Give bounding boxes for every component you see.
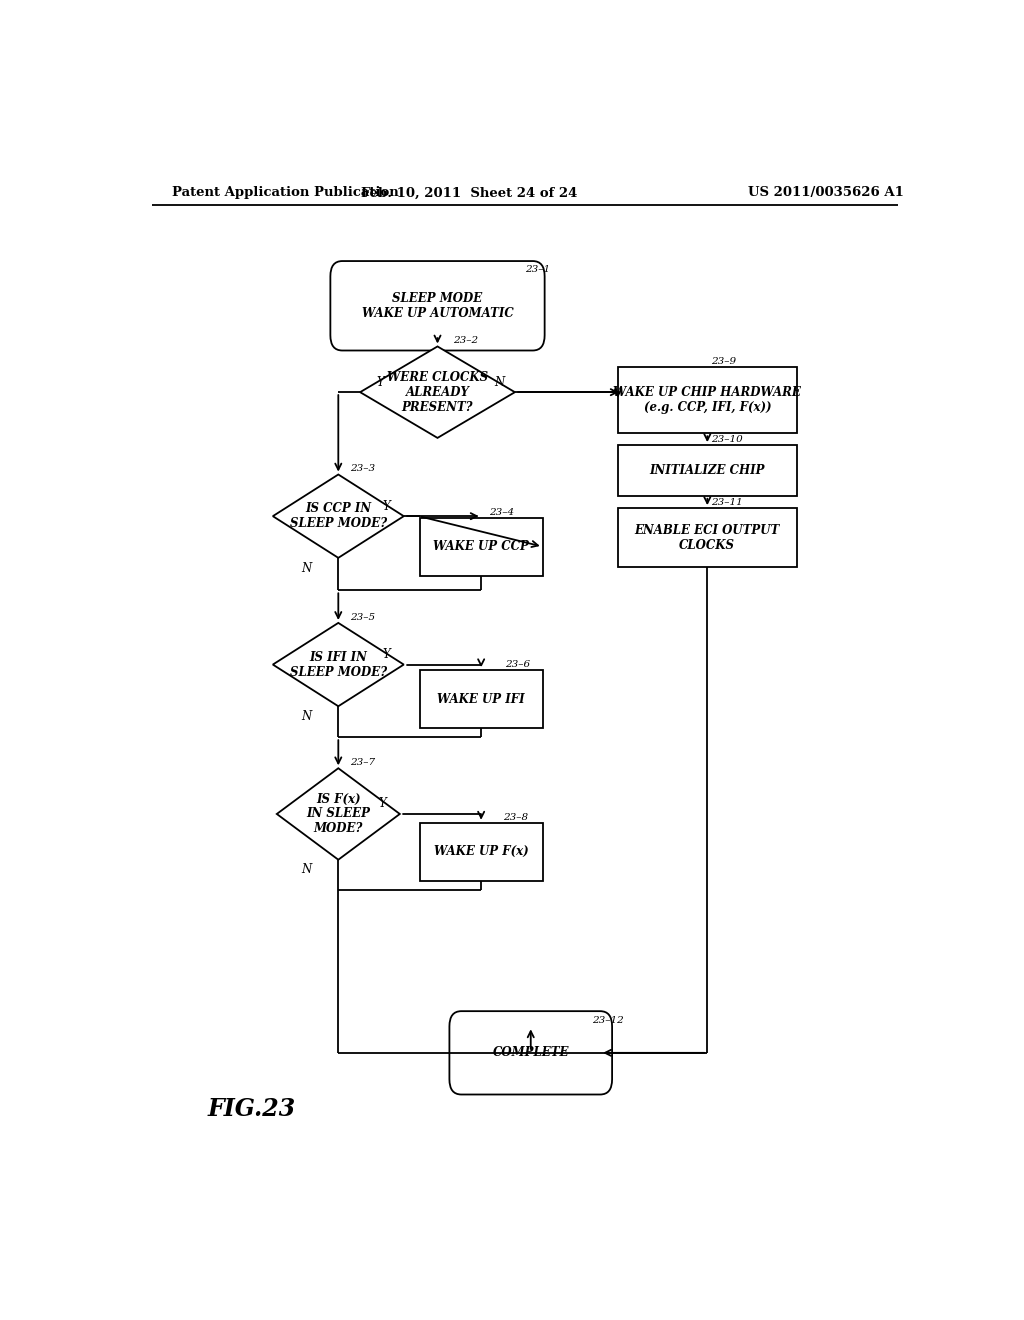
Text: Y: Y bbox=[376, 375, 384, 388]
Text: IS IFI IN
SLEEP MODE?: IS IFI IN SLEEP MODE? bbox=[290, 651, 387, 678]
Text: 23–11: 23–11 bbox=[712, 498, 743, 507]
Text: IS F(x)
IN SLEEP
MODE?: IS F(x) IN SLEEP MODE? bbox=[306, 792, 371, 836]
Bar bbox=[420, 517, 543, 576]
Text: SLEEP MODE
WAKE UP AUTOMATIC: SLEEP MODE WAKE UP AUTOMATIC bbox=[361, 292, 513, 319]
FancyBboxPatch shape bbox=[450, 1011, 612, 1094]
Text: WAKE UP CCP: WAKE UP CCP bbox=[433, 540, 529, 553]
Polygon shape bbox=[272, 623, 403, 706]
Text: WAKE UP IFI: WAKE UP IFI bbox=[437, 693, 525, 706]
Text: ENABLE ECI OUTPUT
CLOCKS: ENABLE ECI OUTPUT CLOCKS bbox=[635, 524, 780, 552]
Text: 23–7: 23–7 bbox=[350, 758, 376, 767]
Text: 23–3: 23–3 bbox=[350, 465, 376, 474]
Text: Feb. 10, 2011  Sheet 24 of 24: Feb. 10, 2011 Sheet 24 of 24 bbox=[361, 186, 578, 199]
Bar bbox=[420, 671, 543, 729]
Text: 23–5: 23–5 bbox=[350, 612, 376, 622]
Polygon shape bbox=[360, 346, 515, 438]
Text: Patent Application Publication: Patent Application Publication bbox=[172, 186, 398, 199]
Text: 23–10: 23–10 bbox=[712, 436, 743, 444]
Bar bbox=[618, 508, 797, 568]
Text: 23–4: 23–4 bbox=[489, 508, 514, 516]
Bar bbox=[420, 822, 543, 880]
Text: IS CCP IN
SLEEP MODE?: IS CCP IN SLEEP MODE? bbox=[290, 502, 387, 531]
Text: Y: Y bbox=[379, 797, 386, 810]
Text: 23–12: 23–12 bbox=[592, 1016, 624, 1026]
FancyBboxPatch shape bbox=[331, 261, 545, 351]
Text: FIG.23: FIG.23 bbox=[207, 1097, 296, 1121]
Text: WAKE UP CHIP HARDWARE
(e.g. CCP, IFI, F(x)): WAKE UP CHIP HARDWARE (e.g. CCP, IFI, F(… bbox=[613, 387, 801, 414]
Text: N: N bbox=[301, 710, 311, 723]
Polygon shape bbox=[276, 768, 399, 859]
Bar bbox=[618, 445, 797, 496]
Text: Y: Y bbox=[382, 499, 390, 512]
Text: 23–1: 23–1 bbox=[524, 265, 550, 275]
Text: COMPLETE: COMPLETE bbox=[493, 1047, 569, 1060]
Text: US 2011/0035626 A1: US 2011/0035626 A1 bbox=[749, 186, 904, 199]
Text: Y: Y bbox=[382, 648, 390, 661]
Text: 23–8: 23–8 bbox=[504, 813, 528, 821]
Text: 23–6: 23–6 bbox=[505, 660, 530, 669]
Text: INITIALIZE CHIP: INITIALIZE CHIP bbox=[649, 463, 765, 477]
Text: N: N bbox=[301, 561, 311, 574]
Text: WAKE UP F(x): WAKE UP F(x) bbox=[434, 845, 528, 858]
Text: 23–9: 23–9 bbox=[712, 358, 736, 366]
Text: 23–2: 23–2 bbox=[454, 337, 478, 346]
Text: WERE CLOCKS
ALREADY
PRESENT?: WERE CLOCKS ALREADY PRESENT? bbox=[387, 371, 488, 413]
Polygon shape bbox=[272, 474, 403, 558]
Text: N: N bbox=[494, 375, 504, 388]
Text: N: N bbox=[301, 863, 311, 876]
Bar bbox=[618, 367, 797, 433]
